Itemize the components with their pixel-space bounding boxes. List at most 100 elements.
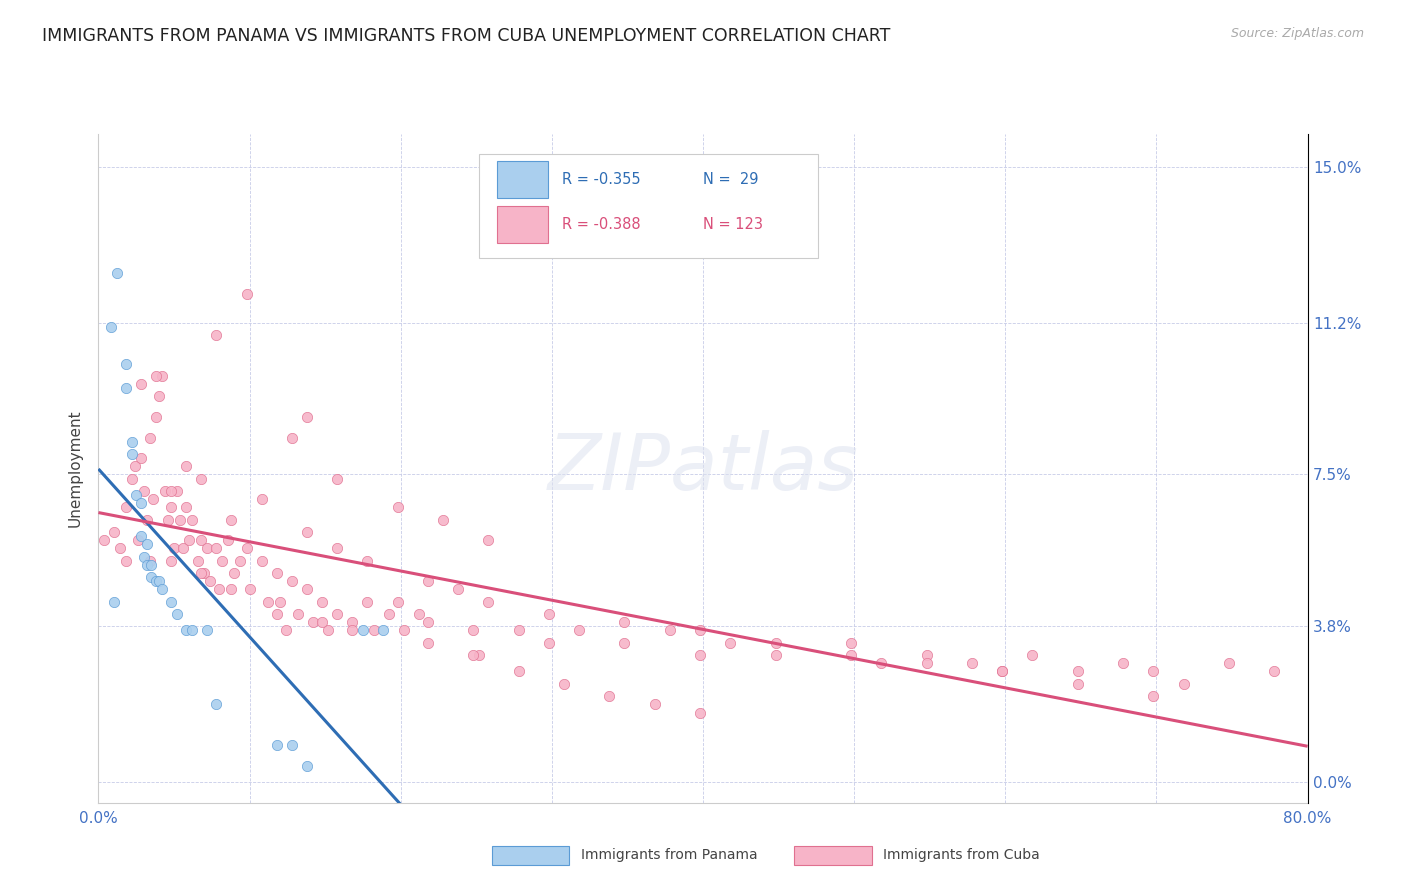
- Point: [356, 595, 378, 609]
- Point: [135, 513, 157, 527]
- Point: [150, 368, 173, 383]
- Text: N =  29: N = 29: [703, 172, 758, 186]
- Point: [1067, 665, 1090, 679]
- Point: [141, 570, 163, 584]
- Point: [114, 381, 136, 395]
- Point: [658, 624, 681, 638]
- Point: [765, 636, 787, 650]
- Point: [174, 500, 197, 515]
- Text: ZIPatlas: ZIPatlas: [547, 430, 859, 507]
- Point: [387, 595, 409, 609]
- Point: [447, 582, 470, 597]
- Point: [145, 368, 167, 383]
- Point: [311, 615, 333, 630]
- Point: [235, 286, 257, 301]
- Point: [160, 595, 183, 609]
- Point: [689, 706, 711, 720]
- Point: [93, 533, 115, 548]
- Point: [129, 377, 152, 392]
- Point: [221, 513, 243, 527]
- Point: [148, 574, 170, 589]
- Point: [172, 541, 194, 556]
- Point: [145, 574, 167, 589]
- Point: [150, 582, 173, 597]
- Point: [613, 615, 636, 630]
- Y-axis label: Unemployment: Unemployment: [67, 409, 83, 527]
- Point: [316, 624, 339, 638]
- FancyBboxPatch shape: [479, 154, 818, 258]
- Point: [266, 566, 288, 580]
- Point: [281, 739, 304, 753]
- Point: [211, 554, 233, 568]
- FancyBboxPatch shape: [498, 206, 548, 243]
- Point: [311, 595, 333, 609]
- Point: [416, 574, 439, 589]
- Point: [121, 472, 143, 486]
- Text: Source: ZipAtlas.com: Source: ZipAtlas.com: [1230, 27, 1364, 40]
- Point: [326, 472, 349, 486]
- Point: [114, 500, 136, 515]
- Text: IMMIGRANTS FROM PANAMA VS IMMIGRANTS FROM CUBA UNEMPLOYMENT CORRELATION CHART: IMMIGRANTS FROM PANAMA VS IMMIGRANTS FRO…: [42, 27, 890, 45]
- Point: [598, 689, 620, 703]
- Point: [295, 759, 318, 773]
- Point: [477, 595, 499, 609]
- Point: [121, 434, 143, 449]
- Point: [1021, 648, 1043, 662]
- Point: [229, 554, 252, 568]
- Point: [224, 566, 246, 580]
- Point: [870, 657, 893, 671]
- Point: [125, 488, 148, 502]
- Point: [129, 529, 152, 543]
- Point: [166, 607, 188, 621]
- Point: [195, 624, 218, 638]
- Point: [326, 607, 349, 621]
- Point: [132, 483, 155, 498]
- Point: [139, 554, 162, 568]
- Point: [468, 648, 491, 662]
- Point: [114, 357, 136, 371]
- Point: [148, 389, 170, 403]
- Point: [103, 595, 125, 609]
- Point: [281, 430, 304, 444]
- Point: [392, 624, 415, 638]
- Point: [991, 665, 1014, 679]
- Point: [387, 500, 409, 515]
- Point: [208, 582, 231, 597]
- Point: [765, 648, 787, 662]
- Point: [217, 533, 239, 548]
- Point: [135, 558, 157, 572]
- Point: [235, 541, 257, 556]
- Point: [1173, 677, 1195, 691]
- Point: [160, 554, 183, 568]
- Point: [200, 574, 222, 589]
- Point: [463, 648, 485, 662]
- Point: [477, 533, 499, 548]
- Point: [352, 624, 374, 638]
- Point: [689, 624, 711, 638]
- Point: [295, 409, 318, 424]
- Point: [915, 657, 938, 671]
- Point: [302, 615, 325, 630]
- Point: [141, 558, 163, 572]
- Point: [416, 636, 439, 650]
- Point: [205, 327, 228, 342]
- Point: [295, 582, 318, 597]
- Point: [613, 636, 636, 650]
- Point: [239, 582, 262, 597]
- Point: [129, 450, 152, 465]
- Point: [274, 624, 297, 638]
- Text: N = 123: N = 123: [703, 217, 763, 232]
- Point: [169, 513, 191, 527]
- Point: [991, 665, 1014, 679]
- Text: Immigrants from Cuba: Immigrants from Cuba: [883, 848, 1039, 863]
- Point: [139, 430, 162, 444]
- Point: [266, 607, 288, 621]
- Point: [142, 492, 165, 507]
- Point: [1112, 657, 1135, 671]
- Point: [250, 492, 273, 507]
- Point: [839, 648, 862, 662]
- Point: [371, 624, 394, 638]
- Point: [179, 533, 201, 548]
- Point: [1067, 677, 1090, 691]
- Point: [221, 582, 243, 597]
